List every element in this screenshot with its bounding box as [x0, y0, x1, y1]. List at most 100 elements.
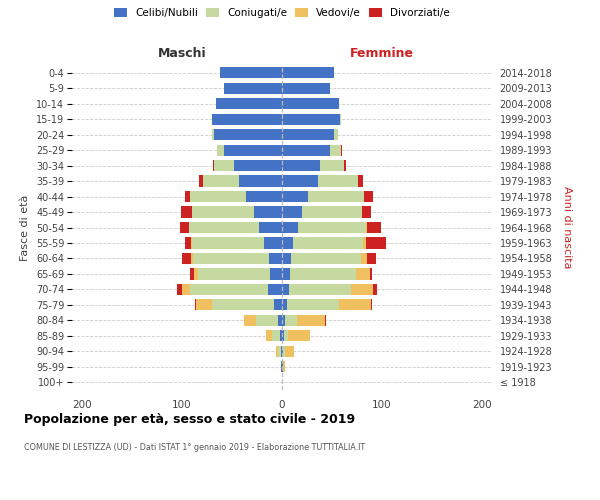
Bar — [291, 253, 361, 264]
Bar — [199, 176, 203, 186]
Bar — [224, 144, 282, 156]
Bar — [282, 176, 318, 186]
Bar — [293, 238, 363, 248]
Bar — [234, 160, 282, 171]
Bar — [366, 222, 367, 233]
Bar — [320, 160, 344, 171]
Bar — [287, 300, 339, 310]
Bar — [367, 222, 381, 233]
Bar — [269, 253, 282, 264]
Bar — [282, 315, 285, 326]
Bar — [278, 346, 281, 357]
Bar — [282, 361, 283, 372]
Bar — [282, 160, 320, 171]
Bar — [214, 160, 234, 171]
Bar — [344, 160, 346, 171]
Bar — [366, 238, 386, 248]
Bar — [282, 191, 308, 202]
Bar — [308, 191, 364, 202]
Bar — [371, 300, 372, 310]
Bar — [282, 330, 284, 342]
Bar — [282, 114, 340, 124]
Bar — [256, 315, 278, 326]
Bar — [361, 253, 367, 264]
Bar — [239, 176, 282, 186]
Bar — [358, 176, 363, 186]
Text: COMUNE DI LESTIZZA (UD) - Dati ISTAT 1° gennaio 2019 - Elaborazione TUTTITALIA.I: COMUNE DI LESTIZZA (UD) - Dati ISTAT 1° … — [24, 442, 365, 452]
Bar — [274, 300, 282, 310]
Bar — [281, 346, 282, 357]
Bar — [268, 284, 282, 295]
Bar — [288, 330, 310, 342]
Bar — [285, 346, 294, 357]
Bar — [282, 67, 334, 78]
Bar — [356, 268, 370, 280]
Bar — [270, 268, 282, 280]
Bar — [185, 191, 190, 202]
Y-axis label: Fasce di età: Fasce di età — [20, 194, 31, 260]
Bar — [281, 361, 282, 372]
Bar — [282, 284, 289, 295]
Bar — [212, 129, 214, 140]
Bar — [192, 206, 254, 218]
Bar — [283, 361, 285, 372]
Bar — [192, 238, 264, 248]
Bar — [177, 284, 182, 295]
Bar — [180, 222, 189, 233]
Bar — [282, 346, 283, 357]
Bar — [191, 253, 193, 264]
Bar — [351, 284, 373, 295]
Bar — [325, 315, 326, 326]
Bar — [189, 222, 259, 233]
Bar — [282, 206, 302, 218]
Bar — [280, 330, 282, 342]
Bar — [190, 191, 246, 202]
Bar — [282, 300, 287, 310]
Bar — [278, 315, 282, 326]
Bar — [259, 222, 282, 233]
Legend: Celibi/Nubili, Coniugati/e, Vedovi/e, Divorziati/e: Celibi/Nubili, Coniugati/e, Vedovi/e, Di… — [114, 8, 450, 18]
Text: Maschi: Maschi — [158, 48, 206, 60]
Bar — [214, 129, 282, 140]
Bar — [340, 114, 341, 124]
Bar — [203, 176, 239, 186]
Bar — [276, 346, 278, 357]
Bar — [194, 268, 198, 280]
Bar — [330, 144, 341, 156]
Bar — [213, 160, 214, 171]
Bar — [370, 268, 372, 280]
Bar — [362, 206, 371, 218]
Bar — [290, 268, 356, 280]
Bar — [216, 98, 282, 110]
Bar — [190, 268, 194, 280]
Bar — [181, 206, 192, 218]
Bar — [298, 222, 366, 233]
Y-axis label: Anni di nascita: Anni di nascita — [562, 186, 572, 269]
Bar — [195, 300, 196, 310]
Bar — [282, 253, 291, 264]
Bar — [182, 253, 191, 264]
Bar — [212, 300, 274, 310]
Bar — [282, 268, 290, 280]
Bar — [363, 238, 366, 248]
Bar — [302, 206, 362, 218]
Bar — [282, 238, 293, 248]
Bar — [282, 222, 298, 233]
Bar — [212, 114, 282, 124]
Bar — [282, 144, 330, 156]
Bar — [220, 67, 282, 78]
Bar — [185, 238, 191, 248]
Bar — [272, 330, 280, 342]
Bar — [182, 284, 190, 295]
Text: Femmine: Femmine — [350, 48, 414, 60]
Bar — [244, 315, 256, 326]
Bar — [266, 330, 272, 342]
Bar — [264, 238, 282, 248]
Bar — [217, 144, 224, 156]
Bar — [373, 284, 377, 295]
Bar — [341, 144, 342, 156]
Bar — [193, 253, 269, 264]
Bar — [283, 346, 285, 357]
Bar — [282, 82, 330, 94]
Bar — [334, 129, 338, 140]
